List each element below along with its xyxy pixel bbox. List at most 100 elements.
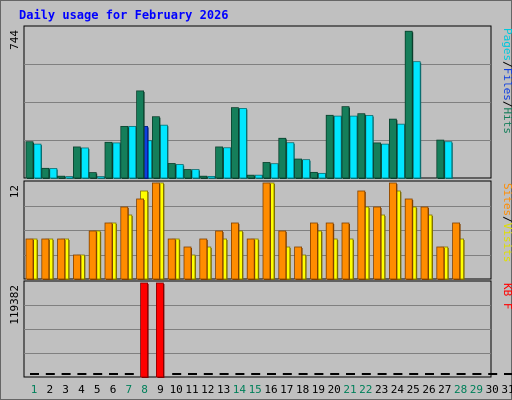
bar-sites-day-21 <box>341 222 350 280</box>
day-label-18: 18 <box>296 383 309 396</box>
bar-pages-day-23 <box>373 142 382 179</box>
bar-empty-day-5 <box>93 373 103 375</box>
bar-hits-day-17 <box>286 142 295 179</box>
bar-kb-f-day-8 <box>140 282 149 378</box>
bar-hits-day-3 <box>65 176 73 179</box>
bar-empty-day-7 <box>124 373 134 375</box>
bar-pages-day-6 <box>104 141 113 179</box>
day-label-7: 7 <box>125 383 132 396</box>
bar-sites-day-8 <box>136 198 145 280</box>
day-label-16: 16 <box>264 383 277 396</box>
bar-sites-day-7 <box>120 206 129 280</box>
legend-entry-sites-visits-1: / <box>501 216 512 223</box>
bar-sites-day-24 <box>388 182 397 280</box>
bar-empty-day-29 <box>472 373 482 375</box>
bar-sites-day-10 <box>167 238 176 280</box>
bar-sites-day-3 <box>57 238 65 280</box>
bar-hits-day-19 <box>317 172 326 179</box>
bar-empty-day-24 <box>393 373 403 375</box>
bar-sites-day-6 <box>104 222 113 280</box>
bar-sites-day-16 <box>262 182 271 280</box>
legend-entry-kbytes-0: KB <box>501 283 512 303</box>
bar-empty-day-14 <box>235 373 245 375</box>
day-label-11: 11 <box>185 383 198 396</box>
bar-hits-day-6 <box>112 142 121 179</box>
bar-empty-day-22 <box>361 373 371 375</box>
legend-entry-sites-visits-0: Sites <box>501 183 512 216</box>
bar-pages-day-20 <box>325 114 334 179</box>
bar-hits-day-4 <box>81 147 89 179</box>
legend-entry-pages-files-hits-3: / <box>501 101 512 108</box>
bar-pages-day-18 <box>294 158 303 179</box>
bar-sites-day-11 <box>183 246 192 280</box>
bar-empty-day-11 <box>188 373 197 375</box>
day-label-12: 12 <box>201 383 214 396</box>
bar-empty-day-1 <box>30 373 39 375</box>
bar-pages-day-19 <box>309 171 318 179</box>
bar-hits-day-21 <box>349 115 358 179</box>
bar-hits-day-18 <box>302 159 311 179</box>
bar-empty-day-12 <box>203 373 213 375</box>
bar-hits-day-27 <box>444 141 453 179</box>
bar-pages-day-12 <box>199 175 208 179</box>
bar-empty-day-28 <box>456 373 466 375</box>
bar-pages-day-8 <box>136 90 145 179</box>
bar-empty-day-30 <box>488 373 498 375</box>
bar-empty-day-23 <box>377 373 387 375</box>
bar-empty-day-4 <box>77 373 87 375</box>
bar-pages-day-15 <box>246 174 255 179</box>
day-label-8: 8 <box>141 383 148 396</box>
bar-empty-day-16 <box>267 373 276 375</box>
day-label-14: 14 <box>233 383 247 396</box>
bar-pages-day-1 <box>25 141 34 179</box>
day-label-21: 21 <box>343 383 356 396</box>
day-label-10: 10 <box>170 383 183 396</box>
bar-pages-day-7 <box>120 125 129 179</box>
bar-pages-day-10 <box>167 163 176 179</box>
day-label-9: 9 <box>157 383 164 396</box>
bar-pages-day-21 <box>341 106 350 179</box>
day-label-2: 2 <box>46 383 53 396</box>
bar-empty-day-15 <box>251 373 261 375</box>
bar-sites-day-23 <box>373 206 382 280</box>
bar-hits-day-14 <box>238 108 247 179</box>
bar-empty-day-27 <box>440 373 450 375</box>
bar-sites-day-2 <box>41 238 50 280</box>
day-label-25: 25 <box>407 383 420 396</box>
bar-hits-day-16 <box>270 163 279 179</box>
legend-entry-kbytes-1: F <box>501 303 512 310</box>
day-label-1: 1 <box>31 383 38 396</box>
bar-sites-day-19 <box>309 222 318 280</box>
legend-kbytes: KB F <box>501 283 512 310</box>
bar-pages-day-22 <box>357 113 366 179</box>
bar-sites-day-12 <box>199 238 208 280</box>
bar-sites-day-13 <box>215 230 224 280</box>
bar-empty-day-10 <box>172 373 182 375</box>
bar-kb-f-day-9 <box>155 282 164 378</box>
bar-hits-day-9 <box>159 124 168 179</box>
bar-sites-day-4 <box>73 254 81 280</box>
bar-hits-day-7 <box>128 125 137 179</box>
legend-entry-pages-files-hits-4: Hits <box>501 108 512 135</box>
bar-empty-day-26 <box>425 373 434 375</box>
day-label-28: 28 <box>454 383 467 396</box>
bar-hits-day-12 <box>207 175 216 179</box>
bar-empty-day-6 <box>109 373 118 375</box>
bar-pages-day-27 <box>436 139 445 179</box>
bar-hits-day-11 <box>191 169 200 179</box>
bar-empty-day-18 <box>298 373 308 375</box>
bar-pages-day-2 <box>41 167 50 179</box>
bar-hits-day-22 <box>365 115 374 179</box>
ymax-label-pages-files-hits: 744 <box>8 30 21 50</box>
bar-hits-day-23 <box>381 143 390 179</box>
day-label-30: 30 <box>486 383 499 396</box>
bar-pages-day-13 <box>215 146 224 179</box>
bar-sites-day-26 <box>420 206 429 280</box>
bar-hits-day-25 <box>412 61 421 179</box>
bar-hits-day-2 <box>49 168 58 179</box>
bar-pages-day-14 <box>230 107 239 179</box>
bar-empty-day-13 <box>219 373 229 375</box>
bar-hits-day-5 <box>96 176 105 179</box>
day-label-15: 15 <box>249 383 262 396</box>
bar-sites-day-20 <box>325 222 334 280</box>
